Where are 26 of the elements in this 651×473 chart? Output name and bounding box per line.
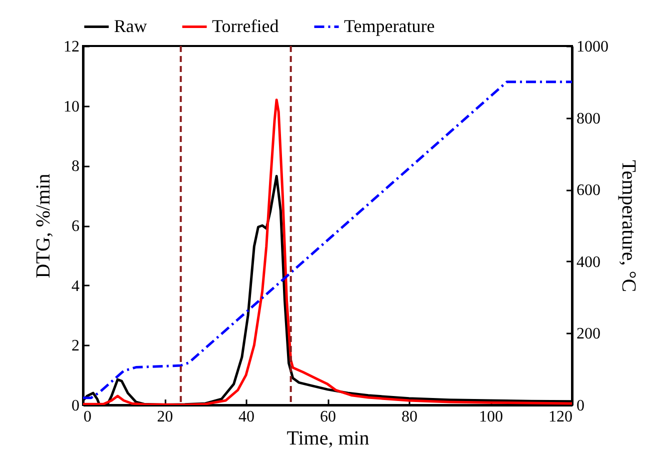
y-axis-title: DTG, %/min [32,174,54,278]
x-tick-label: 100 [479,408,503,426]
y2-axis-title: Temperature, °C [618,160,640,292]
y-tick-label: 0 [72,398,80,414]
legend-label: Torrefied [212,16,279,36]
y2-tick-label: 400 [576,254,600,271]
x-axis-title: Time, min [286,428,370,450]
y-tick-label: 6 [72,218,80,235]
y-tick-label: 10 [64,98,80,116]
x-tick-label: 60 [320,408,336,426]
x-tick-label: 40 [238,408,254,426]
y2-tick-label: 600 [576,182,600,200]
legend-label: Raw [114,16,147,36]
y2-tick-label: 1000 [576,38,608,56]
y-tick-label: 2 [72,338,80,355]
y-tick-label: 4 [72,278,80,295]
y2-tick-label: 800 [576,110,600,128]
x-tick-label: 80 [402,408,418,426]
y2-tick-label: 0 [576,398,584,414]
legend-label: Temperature [344,16,435,36]
x-tick-label: 20 [157,408,173,426]
y-tick-label: 12 [64,38,80,56]
x-tick-label: 0 [84,408,92,426]
y-tick-label: 8 [72,158,80,176]
x-tick-label: 120 [548,408,572,426]
y2-tick-label: 200 [576,326,600,343]
